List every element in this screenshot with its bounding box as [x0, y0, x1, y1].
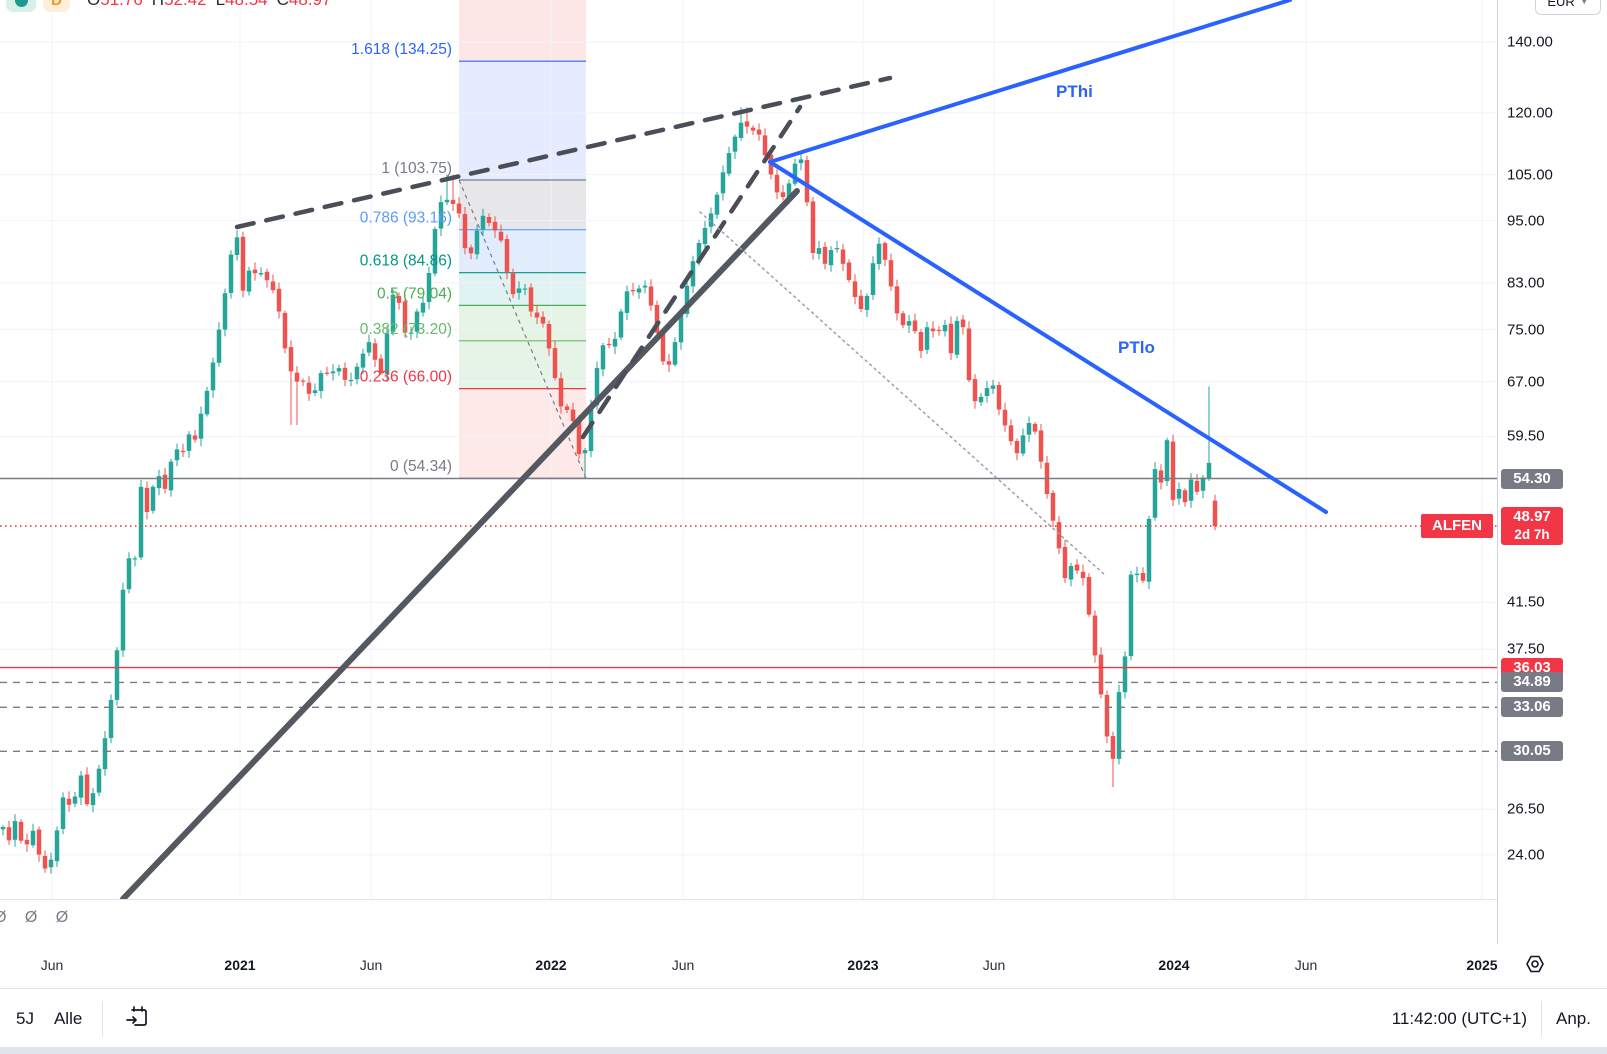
fib-band: [459, 340, 586, 389]
chart-plot-area[interactable]: PThi PTlo 1.618 (134.25) 1 (103.75) 0.786 (9…: [0, 0, 1497, 899]
price-tick-label: 83.00: [1507, 274, 1545, 292]
open-prefix: O: [87, 0, 100, 9]
time-tick-label: Jun: [982, 957, 1006, 973]
time-tick-label: Jun: [40, 957, 64, 973]
currency-label: EUR: [1547, 0, 1575, 9]
indicator-placeholder-row: Ø Ø Ø: [0, 909, 76, 926]
time-tick-label: 2023: [847, 957, 879, 973]
trend-dashed-steep[interactable]: [580, 104, 803, 440]
low-prefix: L: [216, 0, 225, 9]
time-tick-label: 2022: [535, 957, 567, 973]
series-visibility-toggle[interactable]: [6, 0, 36, 12]
axis-settings-button[interactable]: [1524, 953, 1546, 980]
time-tick-label: 2021: [224, 957, 256, 973]
price-tick-label: 105.00: [1507, 166, 1553, 183]
time-tick-label: Jun: [1294, 957, 1318, 973]
high-prefix: H: [152, 0, 164, 9]
fib-band: [459, 272, 586, 306]
fib-band: [459, 0, 586, 62]
bottom-toolbar: 5J Alle 11:42:00 (UTC+1) Anp.: [0, 990, 1607, 1047]
price-tick-label: 59.50: [1507, 427, 1545, 445]
symbol-legend: D O51.76 H52.42 L48.54 C48.97: [6, 0, 331, 13]
range-all-button[interactable]: Alle: [53, 1008, 83, 1028]
close-value: 48.97: [289, 0, 332, 9]
toolbar-divider: [102, 1000, 104, 1037]
fib-level-label: 0.618 (84.86): [360, 253, 452, 270]
indicator-subpanel[interactable]: Ø Ø Ø: [0, 899, 1497, 943]
session-clock[interactable]: 11:42:00 (UTC+1): [1391, 1008, 1528, 1028]
ohlc-readout: O51.76 H52.42 L48.54 C48.97: [87, 0, 331, 10]
timeframe-badge[interactable]: D: [43, 0, 70, 12]
high-value: 52.42: [164, 0, 207, 9]
fib-band: [459, 180, 586, 230]
currency-button[interactable]: EUR ▼: [1535, 0, 1601, 15]
fib-level-label: 0 (54.34): [390, 458, 452, 475]
price-tick-label: 41.50: [1507, 593, 1545, 611]
open-value: 51.76: [100, 0, 143, 9]
trend-dotted-thin[interactable]: [699, 211, 1106, 576]
pitchfork-lower-label[interactable]: PTlo: [1118, 338, 1155, 357]
fib-band: [459, 305, 586, 341]
low-value: 48.54: [225, 0, 268, 9]
series-color-dot: [14, 0, 28, 7]
price-tick-label: 95.00: [1507, 212, 1545, 230]
price-axis-badge: 48.97 2d 7h: [1501, 507, 1563, 546]
pitchfork-upper[interactable]: [768, 0, 1292, 164]
price-tick-label: 26.50: [1507, 800, 1545, 818]
window-edge-strip: [0, 1047, 1607, 1054]
chevron-down-icon: ▼: [1579, 0, 1589, 6]
price-tick-label: 75.00: [1507, 321, 1545, 339]
pitchfork-upper-label[interactable]: PThi: [1056, 82, 1093, 101]
price-tick-label: 120.00: [1507, 104, 1553, 122]
close-prefix: C: [277, 0, 289, 9]
trend-dashed-upper[interactable]: [234, 75, 893, 230]
fib-level-label: 1 (103.75): [381, 160, 452, 177]
price-tick-label: 67.00: [1507, 373, 1545, 391]
price-tick-label: 140.00: [1507, 33, 1553, 51]
fib-level-label: 0.382 (73.20): [360, 321, 452, 338]
fib-level-label: 0.5 (79.04): [377, 285, 452, 302]
fib-band: [459, 61, 586, 181]
price-axis-badge: 30.05: [1501, 741, 1563, 762]
time-axis[interactable]: Jun 2021 Jun 2022 Jun 2023 Jun 2024 Jun 2025: [0, 944, 1607, 989]
price-axis-badge: 34.89: [1501, 672, 1563, 693]
fib-level-label: 0.786 (93.16): [360, 210, 452, 227]
time-tick-label: Jun: [671, 957, 695, 973]
fib-band: [459, 229, 586, 273]
price-tick-label: 24.00: [1507, 846, 1545, 864]
time-tick-label: 2024: [1158, 957, 1190, 973]
candle-countdown: 2d 7h: [1514, 527, 1550, 543]
symbol-price-tag: ALFEN: [1421, 514, 1493, 539]
price-axis-badge: 54.30: [1501, 468, 1563, 489]
fib-level-label: 1.618 (134.25): [351, 41, 452, 58]
range-5y-button[interactable]: 5J: [16, 1008, 34, 1028]
adjust-data-button[interactable]: Anp.: [1556, 1008, 1591, 1028]
fib-trendline[interactable]: [458, 179, 587, 479]
trend-solid-thick[interactable]: [120, 188, 800, 899]
candlestick-series[interactable]: [0, 107, 1218, 874]
pitchfork-lower[interactable]: [768, 160, 1328, 514]
fib-level-label: 0.236 (66.00): [360, 369, 452, 386]
price-tick-label: 37.50: [1507, 640, 1545, 658]
candlestick-chart[interactable]: PThi PTlo 1.618 (134.25) 1 (103.75) 0.786 (9…: [0, 0, 1497, 899]
hexagon-settings-icon: [1526, 955, 1544, 973]
toolbar-divider: [1541, 1000, 1543, 1037]
price-axis-badge: 33.06: [1501, 697, 1563, 718]
calendar-goto-icon: [126, 1005, 148, 1026]
price-axis[interactable]: EUR ▼ 140.00 120.00 105.00 95.00 83.00 75.00 6…: [1497, 0, 1607, 944]
time-tick-label: Jun: [359, 957, 383, 973]
go-to-date-button[interactable]: [123, 1003, 150, 1035]
time-tick-label: 2025: [1466, 957, 1498, 973]
